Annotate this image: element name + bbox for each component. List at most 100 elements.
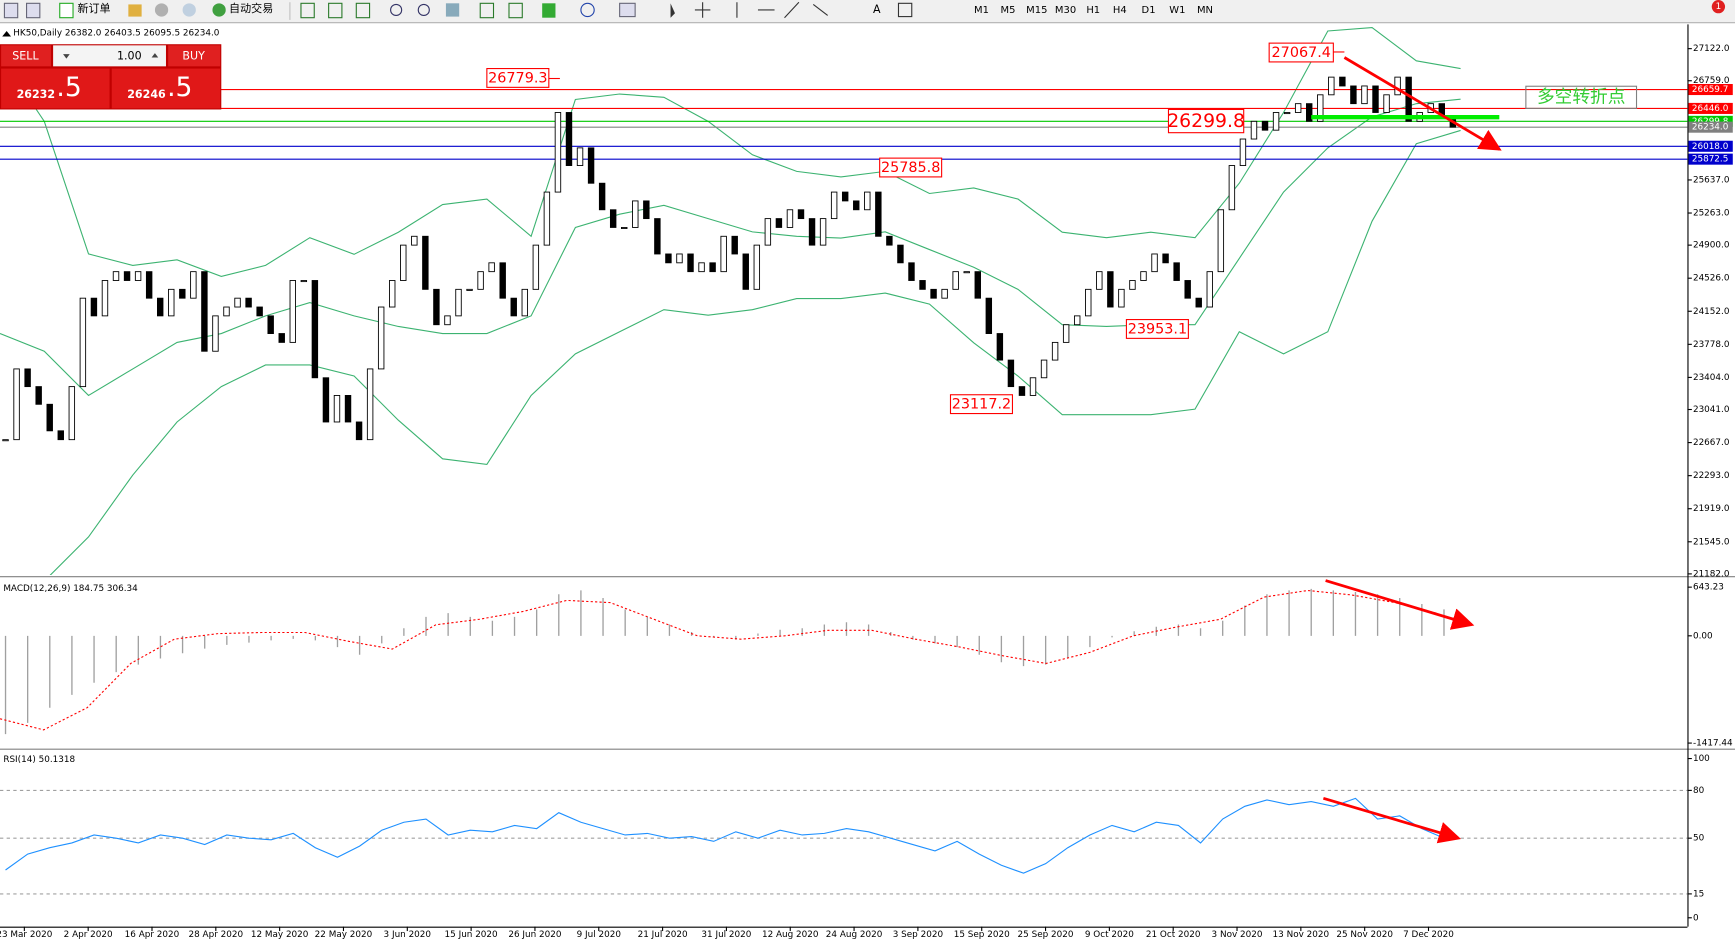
- new-order[interactable]: 新订单: [77, 1, 110, 15]
- timeframe[interactable]: M5: [1001, 5, 1016, 16]
- icon[interactable]: [182, 3, 196, 17]
- sell-price-box[interactable]: [1, 68, 110, 109]
- candle: [46, 403, 53, 432]
- y-tick-label: 22667.0: [1693, 438, 1730, 448]
- annotations: 26779.3 25785.8 27067.4 26299.8 23953.1 …: [486, 42, 1638, 844]
- x-tick-label: 3 Jun 2020: [384, 930, 432, 940]
- icon[interactable]: [479, 2, 495, 19]
- auto-trading[interactable]: 自动交易: [229, 1, 273, 15]
- sell-price[interactable]: 26232: [17, 88, 55, 101]
- candle: [1029, 377, 1037, 396]
- toolbar: 新订单 自动交易 A M1 M5 M15 M30 H1 H4 D1 W1 MN 1: [0, 0, 1735, 24]
- x-tick-label: 3 Sep 2020: [893, 930, 944, 940]
- candle: [1129, 280, 1136, 290]
- icon[interactable]: [445, 3, 460, 17]
- candle: [389, 280, 396, 308]
- annotation-box: [486, 68, 550, 88]
- icon[interactable]: [26, 2, 41, 19]
- icon[interactable]: [619, 2, 636, 18]
- candle: [444, 315, 451, 326]
- candle: [532, 244, 540, 290]
- candle: [643, 200, 650, 220]
- candle: [1261, 120, 1269, 131]
- icon[interactable]: [508, 2, 523, 19]
- cursor-icon[interactable]: [670, 3, 675, 18]
- y-tick-label: -1417.44: [1693, 739, 1733, 749]
- buy-button[interactable]: [168, 45, 221, 67]
- candle: [1283, 112, 1291, 115]
- turning-point-label: 多空转折点: [1537, 86, 1625, 107]
- candle: [156, 297, 164, 317]
- crosshair-icon[interactable]: [694, 2, 711, 18]
- candle: [1228, 165, 1236, 211]
- icon[interactable]: [355, 2, 371, 19]
- x-tick-label: 21 Jul 2020: [638, 930, 688, 940]
- timeframe[interactable]: W1: [1169, 5, 1185, 16]
- sell-price-big[interactable]: .5: [56, 72, 81, 103]
- timeframe[interactable]: H4: [1113, 5, 1127, 16]
- buy-price-big[interactable]: .5: [167, 72, 192, 103]
- candle: [190, 271, 197, 299]
- candle: [1372, 85, 1379, 113]
- buy-price[interactable]: 26246: [127, 88, 166, 101]
- text-tool[interactable]: A: [873, 3, 881, 16]
- y-tick-label: 0.00: [1693, 631, 1713, 641]
- candle: [621, 227, 628, 229]
- candle: [289, 280, 296, 343]
- sell-button[interactable]: [1, 45, 51, 67]
- buy-label[interactable]: BUY: [182, 49, 205, 62]
- candle: [841, 191, 849, 202]
- trend-arrow: [1343, 56, 1502, 151]
- icon[interactable]: [3, 2, 19, 19]
- candle: [223, 306, 230, 317]
- candle: [974, 271, 981, 299]
- icon[interactable]: [328, 2, 343, 19]
- candle: [68, 386, 76, 441]
- candle: [1040, 359, 1048, 379]
- timeframe[interactable]: H1: [1086, 5, 1100, 16]
- candle: [985, 297, 993, 334]
- timeframe[interactable]: D1: [1142, 5, 1156, 16]
- bollinger-band: [0, 98, 1461, 397]
- candle: [797, 209, 805, 220]
- x-tick-label: 22 May 2020: [315, 930, 373, 940]
- candle: [79, 297, 87, 388]
- candle: [477, 271, 484, 290]
- candle: [853, 200, 860, 211]
- timeframe[interactable]: M30: [1055, 5, 1076, 16]
- volume-field[interactable]: [53, 45, 166, 67]
- icon[interactable]: [154, 3, 169, 17]
- icon[interactable]: [128, 4, 142, 17]
- candle: [1250, 120, 1258, 140]
- annotation-box: [1268, 42, 1334, 63]
- candle: [13, 368, 20, 441]
- y-tick-label: 21919.0: [1693, 504, 1730, 514]
- price-level-tag: [1688, 84, 1733, 96]
- candle: [554, 112, 562, 193]
- notification-badge[interactable]: [1711, 0, 1726, 14]
- timeframe[interactable]: MN: [1197, 5, 1213, 16]
- candle: [632, 200, 639, 228]
- volume[interactable]: 1.00: [117, 49, 142, 62]
- draw-icons[interactable]: [736, 1, 829, 19]
- sell-label[interactable]: SELL: [12, 49, 39, 62]
- icon[interactable]: [580, 2, 595, 18]
- zoom-out[interactable]: [417, 3, 430, 17]
- icon[interactable]: [897, 2, 913, 18]
- candle: [808, 218, 816, 246]
- candle: [676, 253, 683, 264]
- new-order-icon[interactable]: [59, 2, 74, 19]
- candle: [1206, 271, 1213, 308]
- zoom-in[interactable]: [390, 3, 403, 17]
- auto-trading-icon[interactable]: [212, 3, 226, 17]
- collapse-icon[interactable]: [2, 30, 12, 37]
- timeframe[interactable]: M1: [974, 5, 989, 16]
- buy-price-box[interactable]: [111, 68, 221, 109]
- icon[interactable]: [542, 3, 556, 18]
- x-tick-label: 7 Dec 2020: [1403, 930, 1454, 940]
- price-level-tag: [1688, 121, 1733, 133]
- timeframe[interactable]: M15: [1026, 5, 1047, 16]
- icon[interactable]: [300, 2, 315, 19]
- timeframes: M1 M5 M15 M30 H1 H4 D1 W1 MN: [974, 5, 1213, 16]
- candle: [333, 395, 341, 423]
